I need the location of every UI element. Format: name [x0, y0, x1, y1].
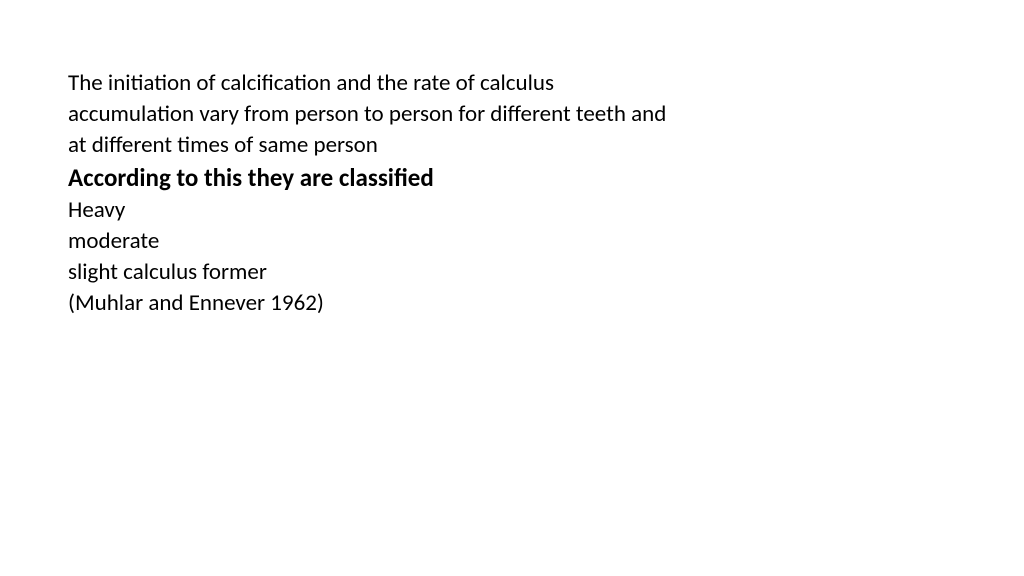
list-item: slight calculus former — [68, 257, 668, 288]
list-item: Heavy — [68, 195, 668, 226]
list-item: moderate — [68, 226, 668, 257]
classification-heading: According to this they are classified — [68, 161, 668, 195]
slide-content: The initiation of calcification and the … — [68, 68, 668, 319]
citation: (Muhlar and Ennever 1962) — [68, 288, 668, 319]
intro-paragraph: The initiation of calcification and the … — [68, 68, 668, 161]
